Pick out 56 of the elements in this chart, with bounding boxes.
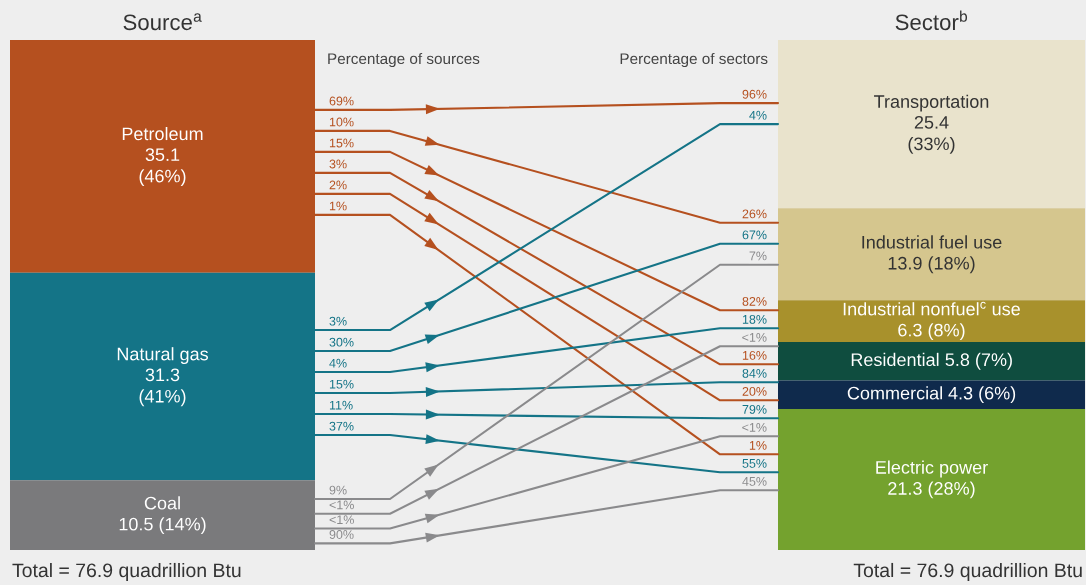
text: <1% <box>742 423 767 432</box>
text: 15% <box>329 138 354 148</box>
text: 3% <box>329 316 347 326</box>
text: 84% <box>742 368 767 378</box>
series-label: Industrial fuel use <box>862 235 1002 249</box>
text: 79% <box>742 404 767 414</box>
data-label: 10.5 (14%) <box>119 517 206 535</box>
data-label: 21.3 (28%) <box>888 481 975 499</box>
text: 1% <box>749 441 767 450</box>
text: 69% <box>329 96 354 106</box>
text: 15% <box>329 379 354 389</box>
text: 82% <box>742 296 767 306</box>
text: Percentage of sectors <box>620 52 768 68</box>
text: Total = 76.9 quadrillion Btu <box>12 562 241 582</box>
text: 4% <box>329 358 347 368</box>
data-label: 35.1 (46%) <box>139 148 186 186</box>
text: 3% <box>329 159 347 169</box>
series-label: Coal <box>144 496 180 510</box>
text: 67% <box>742 230 767 240</box>
series-label: Petroleum <box>122 126 203 141</box>
text: Total = 76.9 quadrillion Btu <box>853 562 1082 582</box>
series-label: Natural gas <box>117 347 209 364</box>
data-label: 6.3 (8%) <box>898 323 965 341</box>
text: 11% <box>329 400 353 410</box>
text: 10% <box>329 117 354 127</box>
category-label: Sector$^{b}$ <box>895 10 968 31</box>
series-label: Industrial nonfuel$^{c}$ use <box>843 301 1020 316</box>
text: <1% <box>329 500 354 510</box>
text: 30% <box>329 337 354 347</box>
data-label: 31.3 (41%) <box>139 368 186 407</box>
text: 90% <box>329 530 354 539</box>
series-label: Transportation <box>874 94 989 112</box>
text: 7% <box>749 251 767 261</box>
text: 20% <box>742 386 767 396</box>
text: 96% <box>742 89 767 99</box>
series-label: Residential <box>851 352 939 367</box>
text: <1% <box>742 333 767 342</box>
text: 18% <box>742 314 767 324</box>
text: 26% <box>742 209 767 219</box>
text: Percentage of sources <box>328 52 480 68</box>
text: 1% <box>329 201 347 211</box>
series-label: Electric power <box>876 460 988 478</box>
data-label: 4.3 (6%) <box>948 386 1016 404</box>
series-label: Commercial <box>847 386 942 400</box>
text: 4% <box>749 110 767 120</box>
data-label: 25.4 (33%) <box>908 115 955 154</box>
text: <1% <box>329 515 354 525</box>
category-label: Source$^{a}$ <box>123 13 202 31</box>
text: 2% <box>329 180 347 190</box>
data-label: 5.8 (7%) <box>945 352 1012 370</box>
text: 45% <box>742 477 767 486</box>
text: 55% <box>742 459 767 468</box>
data-label: 13.9 (18%) <box>888 256 975 274</box>
text: 9% <box>329 485 347 495</box>
text: 16% <box>742 350 767 360</box>
text: 37% <box>329 421 354 431</box>
